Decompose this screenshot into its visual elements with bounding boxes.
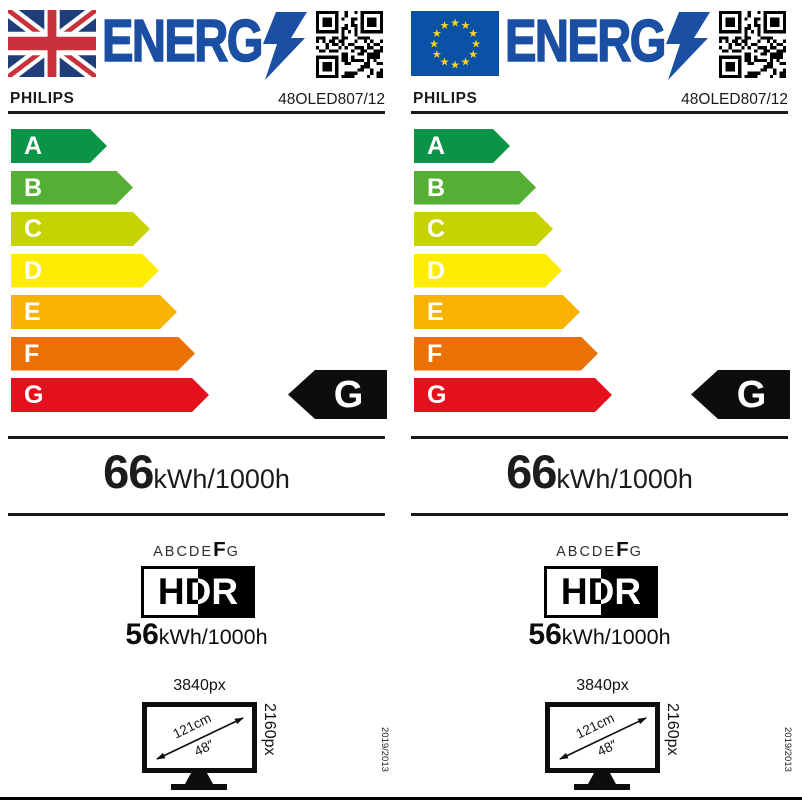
hdr-classes-right: G <box>226 544 240 560</box>
grade-arrow-f: F <box>11 337 195 371</box>
svg-text:★: ★ <box>471 37 481 50</box>
qr-code <box>719 11 786 78</box>
hdr-logo-text: HDR <box>157 571 239 612</box>
divider <box>411 436 788 439</box>
vertical-resolution-label: 2160px <box>664 703 681 756</box>
grade-arrow-a: A <box>11 129 107 163</box>
energy-consumption-hdr: 56 kWh/1000h <box>8 618 385 652</box>
hdr-classes-left: ABCDE <box>153 544 214 560</box>
bottom-border <box>0 797 802 800</box>
energy-unit-sdr: kWh/1000h <box>153 464 290 494</box>
grade-arrow-d: D <box>414 254 562 288</box>
grade-arrow-g: G <box>414 378 612 412</box>
energy-value-hdr: 56 <box>125 618 159 651</box>
grade-arrow-b: B <box>414 171 536 205</box>
svg-text:★: ★ <box>468 48 478 61</box>
energy-unit-sdr: kWh/1000h <box>556 464 693 494</box>
energy-consumption-sdr: 66 kWh/1000h <box>8 444 385 499</box>
tv-stand-base <box>171 784 227 790</box>
eu-stars: ★ ★★★★★★★★★★★ <box>429 16 481 71</box>
diagonal-cm-label: 121cm <box>171 710 214 741</box>
hdr-current-class: F <box>213 538 227 561</box>
rated-grade-arrow: G <box>288 370 387 419</box>
hdr-classes-right: G <box>629 544 643 560</box>
energy-value-sdr: 66 <box>506 445 557 498</box>
brand-text: PHILIPS <box>413 90 478 107</box>
brand-text: PHILIPS <box>10 90 75 107</box>
tv-stand-base <box>574 784 630 790</box>
tv-stand-neck <box>185 773 213 784</box>
energy-unit-hdr: kWh/1000h <box>158 625 268 649</box>
grade-arrow-c: C <box>11 212 150 246</box>
diagonal-arrow: 121cm 48″ <box>559 710 647 760</box>
grade-arrow-b: B <box>11 171 133 205</box>
hdr-classes-left: ABCDE <box>556 544 617 560</box>
tv-screen-icon: 121cm 48″ <box>545 702 660 773</box>
svg-text:★: ★ <box>440 56 450 69</box>
grade-arrow-d: D <box>11 254 159 288</box>
hdr-current-class: F <box>616 538 630 561</box>
diagonal-cm-label: 121cm <box>574 710 617 741</box>
hdr-logo-text: HDR <box>560 571 642 612</box>
divider <box>8 513 385 516</box>
svg-text:★: ★ <box>450 58 460 71</box>
horizontal-resolution-label: 3840px <box>576 677 629 694</box>
energy-unit-hdr: kWh/1000h <box>561 625 671 649</box>
energ-wordmark: ENERG <box>101 8 264 74</box>
uk-flag-icon <box>8 10 96 77</box>
grade-arrow-e: E <box>414 295 580 329</box>
svg-text:★: ★ <box>429 37 439 50</box>
hdr-logo: HDR <box>141 566 255 618</box>
tv-stand-neck <box>588 773 616 784</box>
energy-label-uk: ENERG PHILIPS 48OLED807/12 A B C D E F G… <box>8 0 390 802</box>
eu-flag-icon: ★ ★★★★★★★★★★★ <box>411 11 499 76</box>
grade-arrow-g: G <box>11 378 209 412</box>
svg-text:★: ★ <box>450 16 460 29</box>
hdr-class-row: ABCDE F G <box>411 538 788 562</box>
diagonal-arrow: 121cm 48″ <box>156 710 244 760</box>
hdr-logo: HDR <box>544 566 658 618</box>
lightning-bolt-icon <box>666 12 710 80</box>
divider <box>8 436 385 439</box>
horizontal-resolution-label: 3840px <box>173 677 226 694</box>
energy-label-eu: ★ ★ ★ ★ ★ ★ ★ ★ ★ ★ ★ ★ ENERG PHILIPS 48OLED807/12 … <box>411 0 793 802</box>
svg-text:★: ★ <box>461 56 471 69</box>
grade-arrow-e: E <box>11 295 177 329</box>
energy-value-sdr: 66 <box>103 445 154 498</box>
energ-wordmark: ENERG <box>504 8 667 74</box>
energy-value-hdr: 56 <box>528 618 562 651</box>
energy-consumption-hdr: 56 kWh/1000h <box>411 618 788 652</box>
svg-text:★: ★ <box>468 27 478 40</box>
svg-text:★: ★ <box>432 48 442 61</box>
qr-code <box>316 11 383 78</box>
divider <box>8 111 385 114</box>
model-text: 48OLED807/12 <box>681 91 788 108</box>
regulation-reference: 2019/2013 <box>379 727 390 772</box>
hdr-class-row: ABCDE F G <box>8 538 385 562</box>
model-text: 48OLED807/12 <box>278 91 385 108</box>
grade-arrow-f: F <box>414 337 598 371</box>
svg-text:★: ★ <box>440 19 450 32</box>
divider <box>411 111 788 114</box>
svg-text:★: ★ <box>461 19 471 32</box>
tv-screen-icon: 121cm 48″ <box>142 702 257 773</box>
vertical-resolution-label: 2160px <box>261 703 278 756</box>
svg-text:★: ★ <box>432 27 442 40</box>
regulation-reference: 2019/2013 <box>782 727 793 772</box>
rated-grade-arrow: G <box>691 370 790 419</box>
grade-arrow-a: A <box>414 129 510 163</box>
divider <box>411 513 788 516</box>
energy-consumption-sdr: 66 kWh/1000h <box>411 444 788 499</box>
grade-arrow-c: C <box>414 212 553 246</box>
lightning-bolt-icon <box>263 12 307 80</box>
